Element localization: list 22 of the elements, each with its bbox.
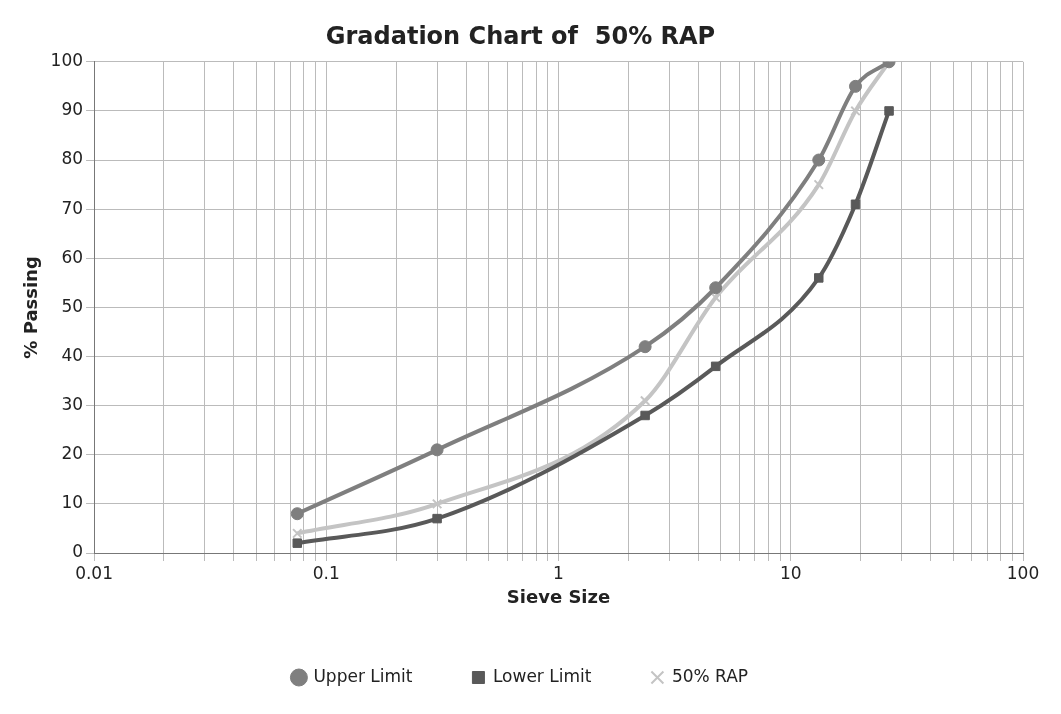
x-axis-title: Sieve Size: [506, 585, 611, 607]
y-tick-label: 50: [61, 295, 84, 316]
y-tick-label: 80: [61, 148, 84, 169]
x-tick-label: 100: [1006, 562, 1040, 583]
y-tick-label: 30: [61, 394, 84, 415]
y-tick-label: 10: [61, 492, 84, 513]
chart-title: Gradation Chart of 50% RAP: [325, 21, 716, 50]
legend-label: 50% RAP: [671, 665, 749, 686]
y-tick-label: 60: [61, 246, 84, 267]
legend-label: Lower Limit: [492, 665, 592, 686]
legend-label: Upper Limit: [313, 665, 413, 686]
y-tick-label: 100: [50, 50, 84, 71]
x-tick-label: 0.1: [312, 562, 340, 583]
y-tick-label: 70: [61, 197, 84, 218]
y-tick-label: 90: [61, 99, 84, 120]
y-tick-label: 20: [61, 443, 84, 464]
x-tick-label: 1: [553, 562, 564, 583]
x-tick-label: 0.01: [75, 562, 113, 583]
y-axis-title: % Passing: [20, 256, 42, 359]
y-tick-label: 40: [61, 344, 84, 365]
y-tick-label: 0: [72, 541, 84, 562]
x-tick-label: 10: [779, 562, 802, 583]
